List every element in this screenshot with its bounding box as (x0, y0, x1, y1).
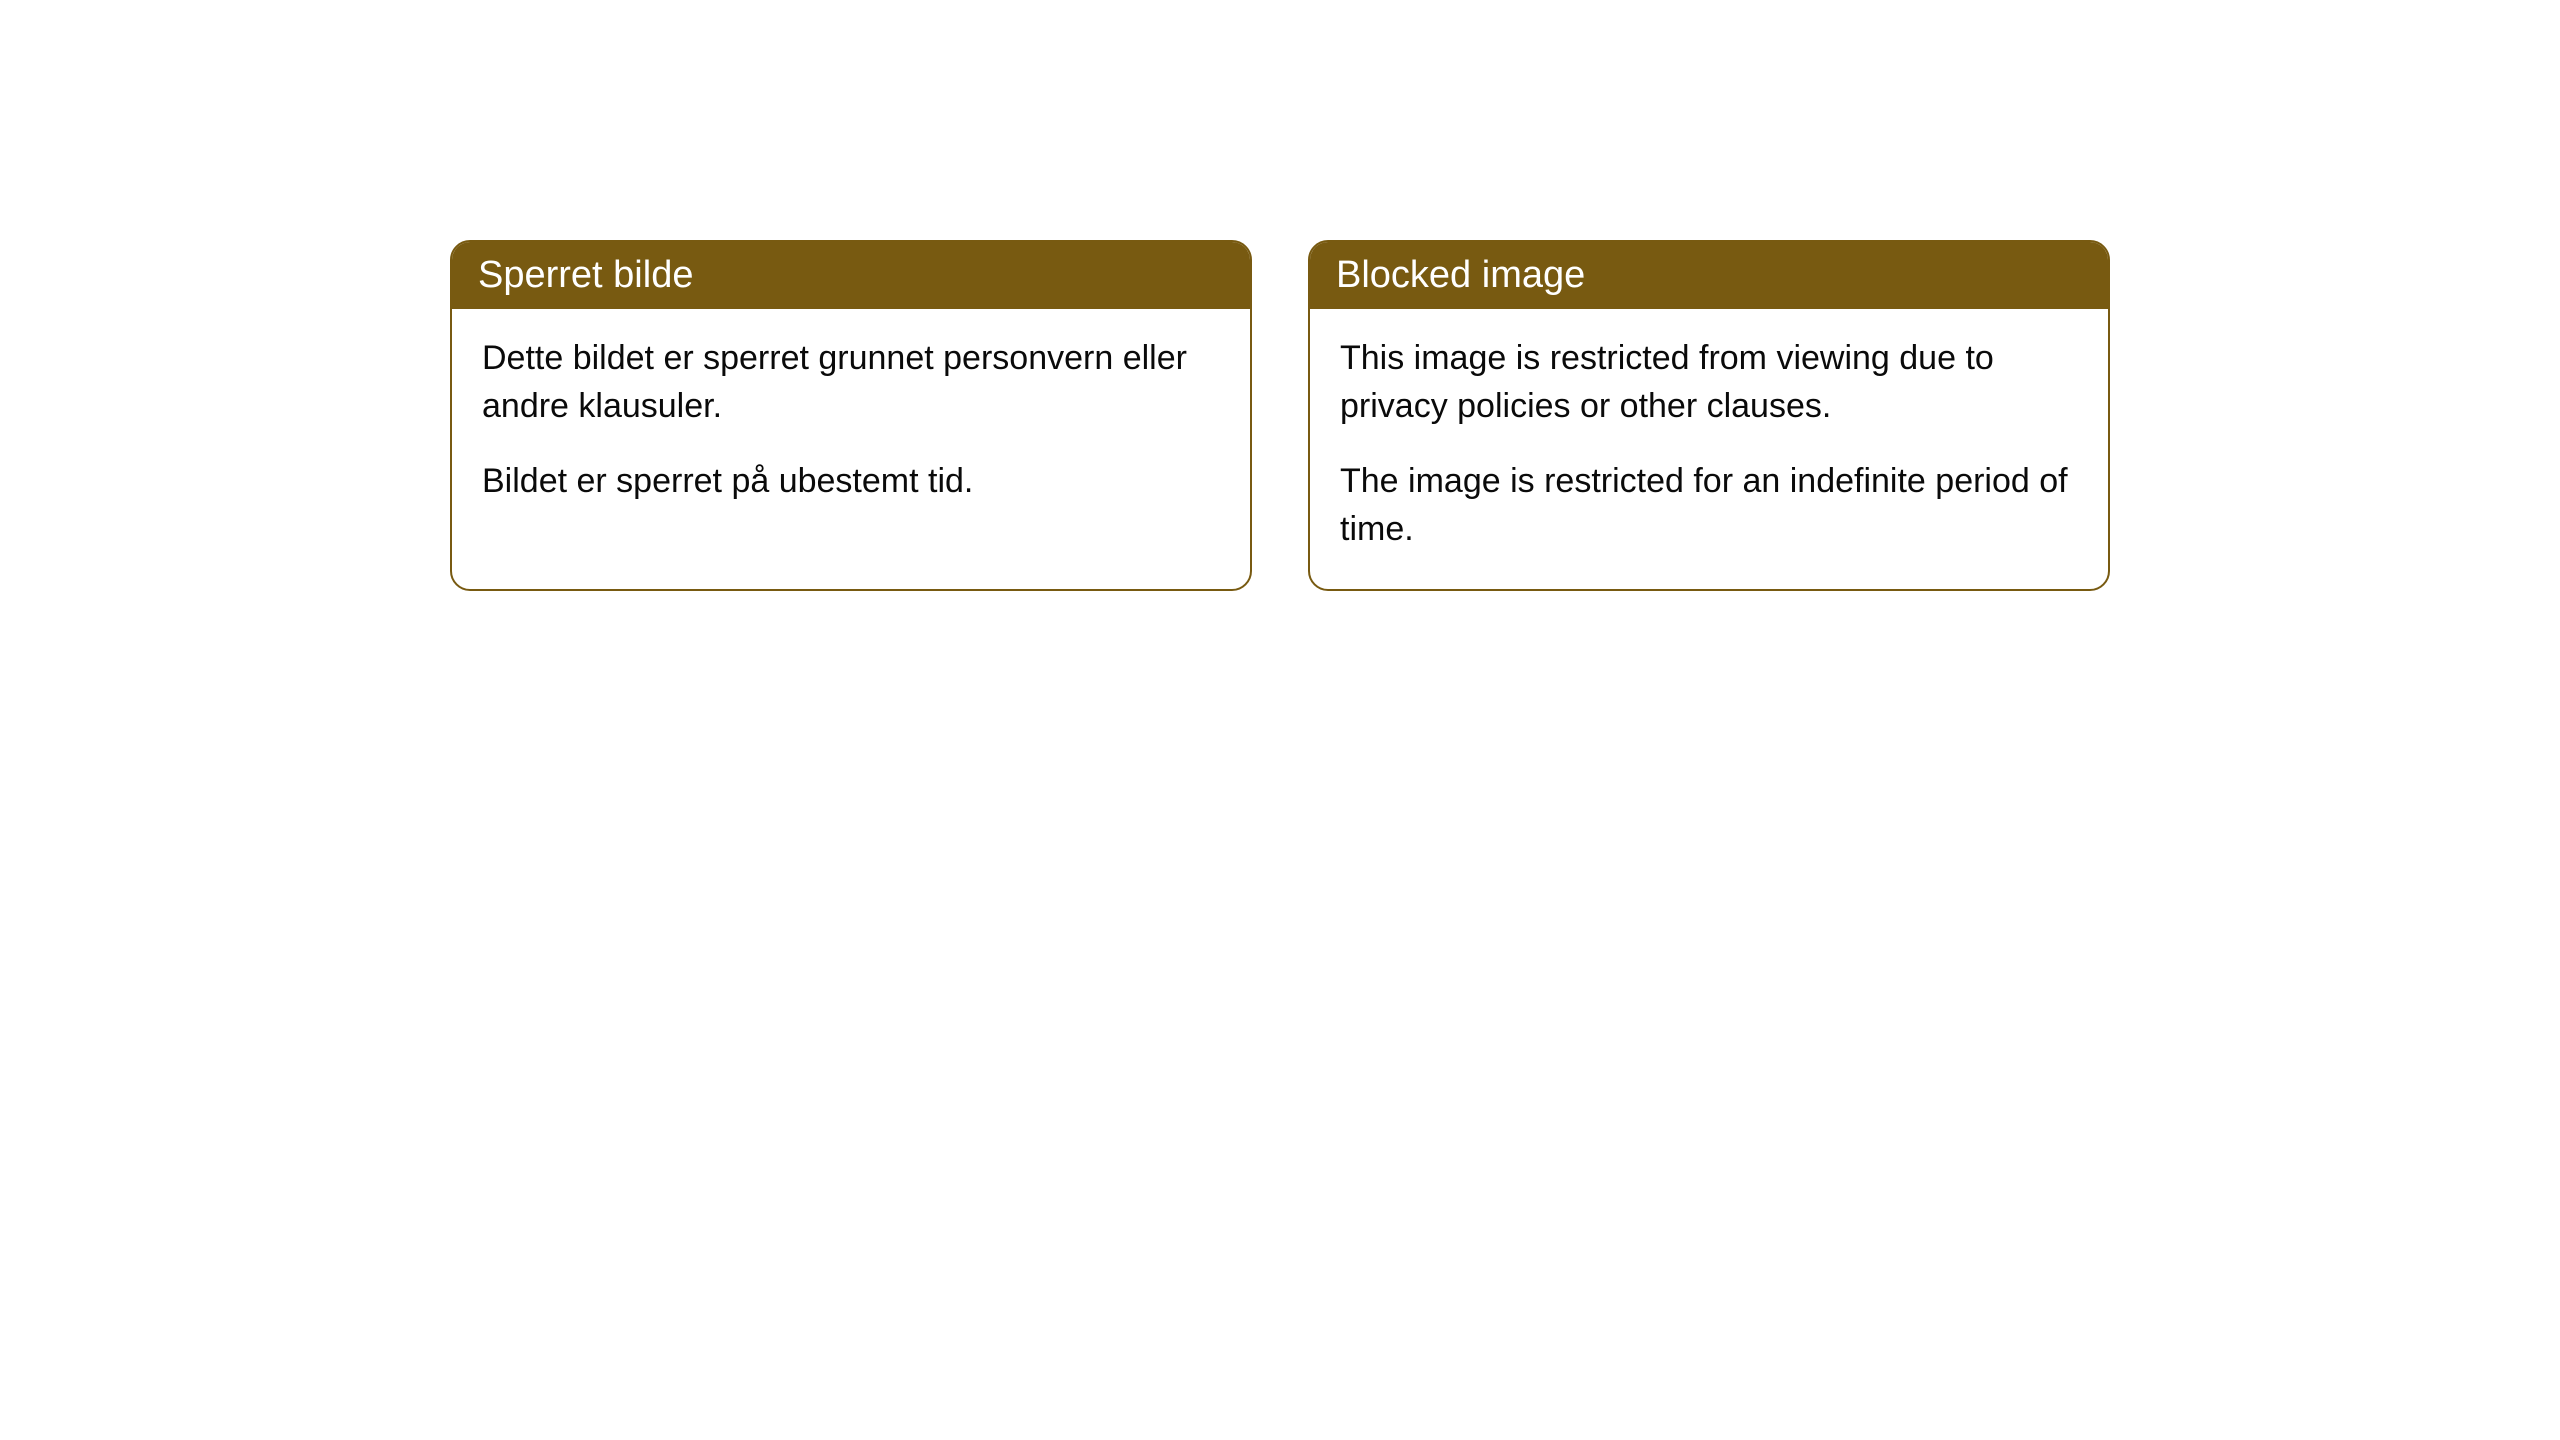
card-paragraph: The image is restricted for an indefinit… (1340, 458, 2078, 553)
card-body-english: This image is restricted from viewing du… (1310, 309, 2108, 589)
card-title: Blocked image (1336, 254, 1585, 296)
card-header-english: Blocked image (1310, 242, 2108, 309)
card-paragraph: Bildet er sperret på ubestemt tid. (482, 458, 1220, 506)
notice-card-norwegian: Sperret bilde Dette bildet er sperret gr… (450, 240, 1252, 591)
notice-cards-container: Sperret bilde Dette bildet er sperret gr… (450, 240, 2110, 591)
notice-card-english: Blocked image This image is restricted f… (1308, 240, 2110, 591)
card-header-norwegian: Sperret bilde (452, 242, 1250, 309)
card-title: Sperret bilde (478, 254, 693, 296)
card-paragraph: Dette bildet er sperret grunnet personve… (482, 335, 1220, 430)
card-paragraph: This image is restricted from viewing du… (1340, 335, 2078, 430)
card-body-norwegian: Dette bildet er sperret grunnet personve… (452, 309, 1250, 542)
